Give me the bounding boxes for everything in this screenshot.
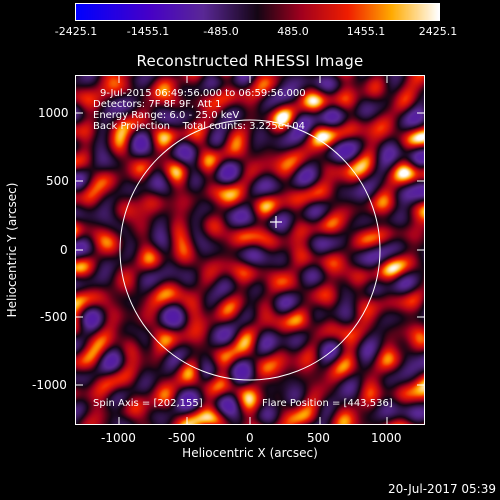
solar-limb-circle (119, 119, 381, 381)
colorbar-label: -485.0 (203, 25, 239, 38)
info-line-energy: Energy Range: 6.0 - 25.0 keV (93, 110, 240, 121)
colorbar-label: 485.0 (277, 25, 309, 38)
y-tick-label: 0 (60, 243, 68, 257)
x-tick-label: 500 (307, 431, 330, 445)
colorbar-label: -1455.1 (126, 25, 170, 38)
y-tick-label: 500 (46, 174, 69, 188)
y-tick-label: -1000 (32, 378, 67, 392)
info-line-detectors: Detectors: 7F 8F 9F, Att 1 (93, 99, 222, 110)
colorbar (75, 3, 440, 21)
x-tick-label: 1000 (371, 431, 402, 445)
x-tick-label: -500 (168, 431, 196, 445)
info-line-method: Back Projection Total counts: 3.225e+04 (93, 121, 306, 132)
y-axis-ticks (75, 112, 425, 386)
rhessi-image (75, 75, 425, 425)
x-tick-label: 0 (246, 431, 254, 445)
x-axis-ticks (118, 75, 388, 425)
x-tick-label: -1000 (101, 431, 136, 445)
y-axis-label: Heliocentric Y (arcsec) (5, 182, 19, 318)
y-tick-label: 1000 (38, 106, 69, 120)
flare-position-text: Flare Position = [443,536] (262, 398, 393, 409)
colorbar-label: -2425.1 (54, 25, 98, 38)
spin-axis-text: Spin Axis = [202,155] (93, 398, 203, 409)
footer-timestamp: 20-Jul-2017 05:39 (387, 482, 496, 496)
colorbar-label: 2425.1 (418, 25, 458, 38)
x-axis-label: Heliocentric X (arcsec) (182, 446, 318, 460)
plot-title: Reconstructed RHESSI Image (136, 52, 364, 70)
colorbar-label: 1455.1 (346, 25, 386, 38)
y-tick-label: -500 (40, 310, 68, 324)
info-line-time: 9-Jul-2015 06:49:56.000 to 06:59:56.000 (100, 88, 306, 99)
plot-overlay (75, 75, 425, 425)
